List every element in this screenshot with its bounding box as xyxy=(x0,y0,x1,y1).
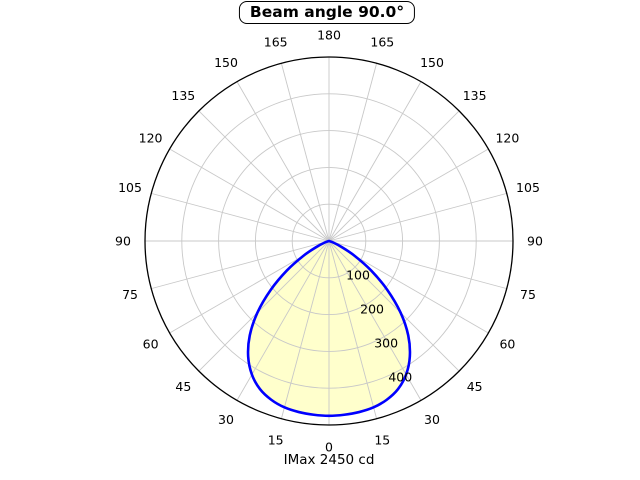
angle-tick-105-right: 105 xyxy=(516,180,540,195)
angle-gridline xyxy=(328,192,507,242)
angle-gridline xyxy=(328,63,378,242)
angle-tick-150-right: 150 xyxy=(420,55,444,70)
angle-tick-150-left: 150 xyxy=(214,55,238,70)
r-tick-100: 100 xyxy=(346,267,370,282)
angle-tick-0: 0 xyxy=(325,440,333,455)
angle-gridline xyxy=(328,240,460,372)
angle-tick-60-left: 60 xyxy=(143,337,159,352)
radial-gridline xyxy=(291,203,367,279)
angle-tick-75-left: 75 xyxy=(122,287,138,302)
angle-tick-135-left: 135 xyxy=(171,88,195,103)
angle-gridline xyxy=(280,240,330,419)
angle-tick-30-right: 30 xyxy=(424,412,440,427)
angle-tick-165-left: 165 xyxy=(264,35,288,50)
angle-gridline xyxy=(198,240,330,372)
angle-tick-90-right: 90 xyxy=(527,234,543,249)
angle-gridline xyxy=(280,63,330,242)
r-tick-300: 300 xyxy=(374,335,398,350)
angle-tick-15-right: 15 xyxy=(374,432,390,447)
angle-tick-135-right: 135 xyxy=(463,88,487,103)
radial-gridline xyxy=(254,166,404,316)
polar-outline xyxy=(144,56,514,426)
angle-tick-45-left: 45 xyxy=(175,379,191,394)
angle-tick-30-left: 30 xyxy=(218,412,234,427)
angle-tick-60-right: 60 xyxy=(499,337,515,352)
imax-label: IMax 2450 cd xyxy=(283,452,375,468)
angle-tick-180: 180 xyxy=(317,28,341,43)
angle-gridline xyxy=(328,110,460,242)
angle-gridline xyxy=(169,148,330,242)
angle-tick-90-left: 90 xyxy=(115,234,131,249)
angle-tick-45-right: 45 xyxy=(467,379,483,394)
angle-gridline xyxy=(198,110,330,242)
angle-tick-120-left: 120 xyxy=(139,131,163,146)
radial-gridline xyxy=(218,130,440,352)
r-tick-400: 400 xyxy=(388,369,412,384)
angle-tick-165-right: 165 xyxy=(370,35,394,50)
chart-title: Beam angle 90.0° xyxy=(238,1,416,24)
angle-gridline xyxy=(328,148,489,242)
angle-gridline xyxy=(328,240,378,419)
angle-gridline xyxy=(236,81,330,242)
angle-gridline xyxy=(328,240,507,290)
angle-tick-15-left: 15 xyxy=(268,432,284,447)
angle-tick-105-left: 105 xyxy=(118,180,142,195)
angle-gridline xyxy=(151,240,330,290)
angle-tick-75-right: 75 xyxy=(520,287,536,302)
beam-curve xyxy=(246,239,412,418)
angle-gridline xyxy=(151,192,330,242)
angle-gridline xyxy=(328,81,422,242)
r-tick-200: 200 xyxy=(360,301,384,316)
angle-tick-120-right: 120 xyxy=(495,131,519,146)
radial-gridline xyxy=(181,93,477,389)
